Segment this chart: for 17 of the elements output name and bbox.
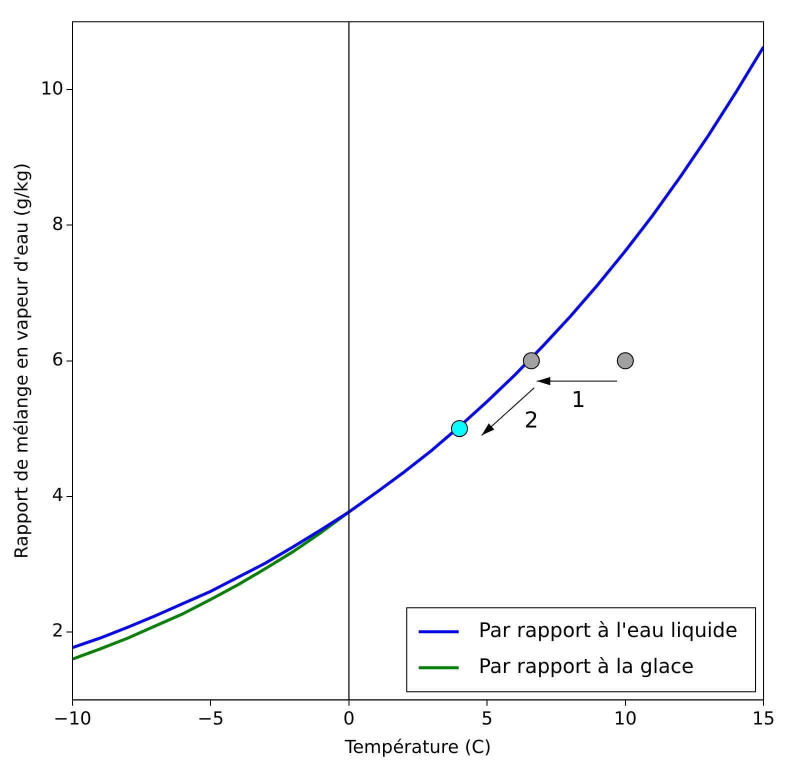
legend-label: Par rapport à la glace [478,654,694,678]
x-tick-label: 0 [343,708,355,730]
annotation: 1 [571,388,586,414]
y-tick-label: 10 [40,78,64,100]
x-tick-label: −10 [54,708,92,730]
x-tick-label: 5 [481,708,493,730]
y-tick-label: 8 [52,214,64,235]
y-tick-label: 6 [52,349,64,370]
y-axis-title: Rapport de mélange en vapeur d'eau (g/kg) [11,163,32,559]
legend-label: Par rapport à l'eau liquide [478,618,738,642]
x-tick-label: 15 [752,708,775,730]
annotation: 2 [524,408,538,434]
y-tick-label: 2 [52,620,64,642]
x-tick-label: −5 [197,708,224,730]
x-tick-label: 10 [614,708,637,730]
x-axis-title: Température (C) [344,736,492,758]
y-tick-label: 4 [52,485,64,506]
